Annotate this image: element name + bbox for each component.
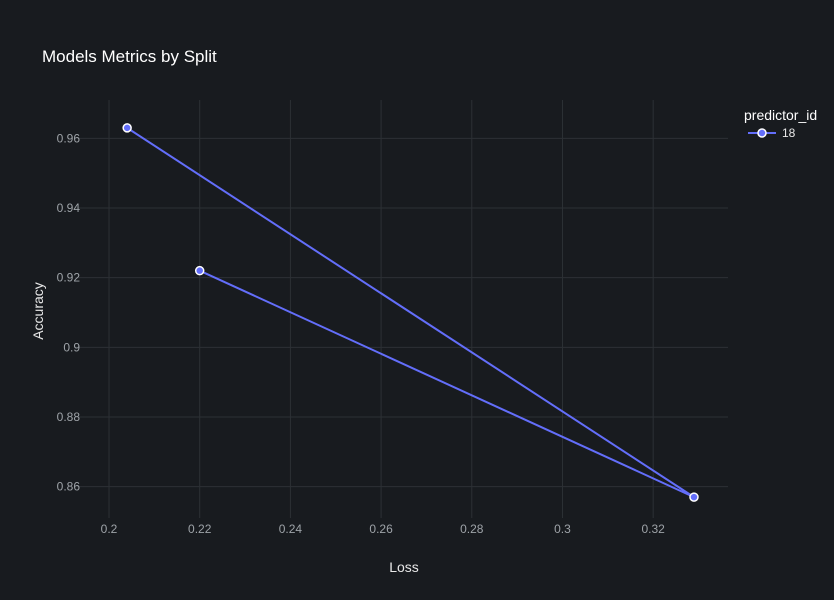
x-tick-label: 0.24 [279,522,303,536]
legend-title: predictor_id [744,107,817,123]
y-axis-title: Accuracy [30,282,46,340]
data-point[interactable] [194,265,205,276]
legend-marker [757,128,767,138]
series-line[interactable] [126,127,695,499]
grid-layer [75,100,728,518]
legend-label: 18 [782,126,796,140]
x-tick-label: 0.22 [188,522,212,536]
x-tick-label: 0.28 [460,522,484,536]
legend[interactable]: predictor_id 18 [744,107,817,140]
x-tick-label: 0.26 [369,522,393,536]
tick-labels: 0.2 0.22 0.24 0.26 0.28 0.3 0.32 0.86 0.88 0.9 0.9… [57,131,666,536]
x-axis-title: Loss [389,559,419,575]
x-tick-label: 0.3 [554,522,571,536]
x-tick-label: 0.32 [641,522,665,536]
legend-item[interactable]: 18 [748,126,796,140]
y-tick-label: 0.92 [57,271,81,285]
data-point[interactable] [689,492,699,502]
series-layer [122,123,699,502]
y-tick-label: 0.88 [57,410,81,424]
data-point[interactable] [122,123,132,133]
y-tick-label: 0.86 [57,480,81,494]
y-tick-label: 0.94 [57,201,81,215]
chart-title: Models Metrics by Split [42,47,217,66]
y-tick-label: 0.9 [63,340,80,354]
y-tick-label: 0.96 [57,131,81,145]
x-tick-label: 0.2 [101,522,118,536]
